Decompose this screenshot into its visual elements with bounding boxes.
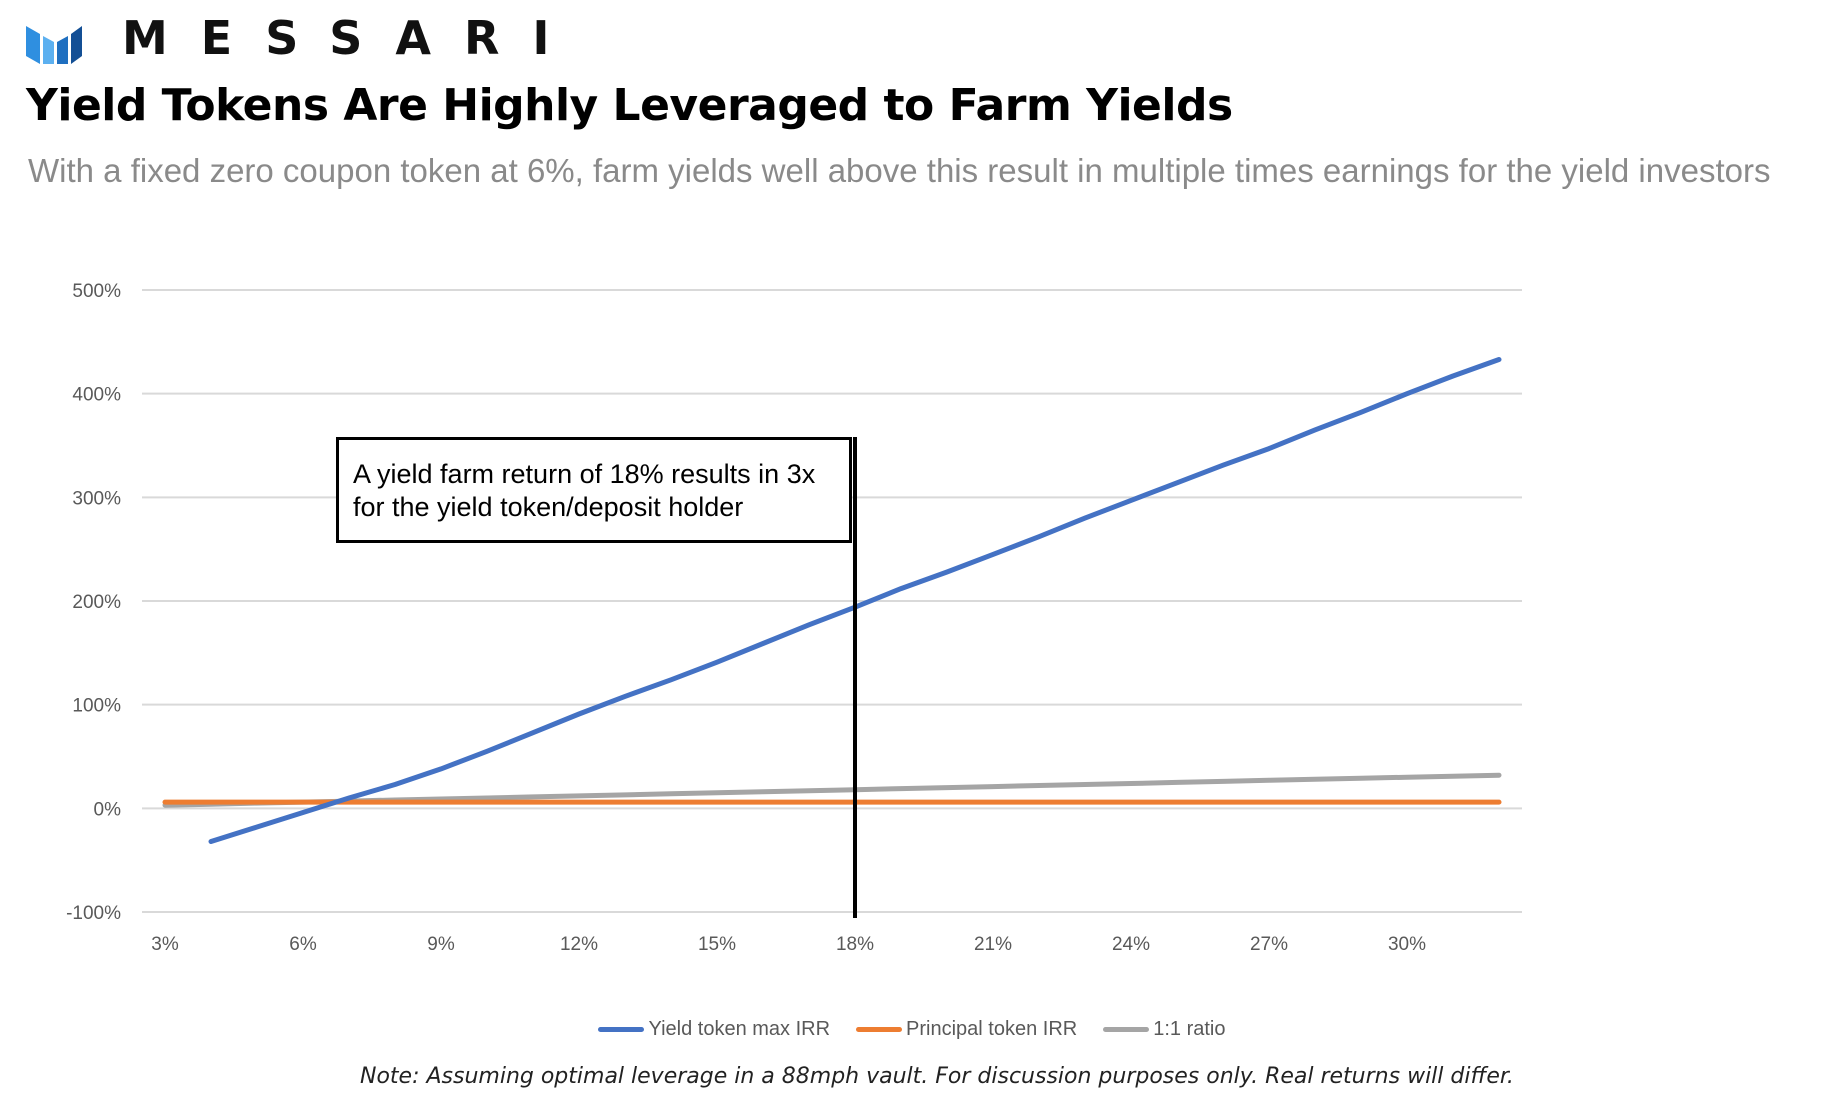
x-tick-label: 24%	[1112, 934, 1150, 955]
y-tick-label: 200%	[72, 592, 121, 613]
line-chart: 500% 400% 300% 200% 100% 0% -100% 3% 6% 9% 12% 15%…	[66, 281, 1522, 955]
annotation-line-1: A yield farm return of 18% results in 3x	[353, 459, 816, 489]
y-tick-label: 100%	[72, 696, 121, 717]
legend-item-yield-token: Yield token max IRR	[598, 1018, 830, 1041]
legend-swatch-ratio	[1103, 1027, 1150, 1032]
legend-item-ratio: 1:1 ratio	[1103, 1018, 1226, 1041]
y-tick-label: 400%	[72, 385, 121, 406]
legend: Yield token max IRR Principal token IRR …	[0, 1018, 1824, 1041]
legend-label-yield-token: Yield token max IRR	[648, 1018, 831, 1040]
x-tick-label: 18%	[836, 934, 874, 955]
x-tick-label: 30%	[1388, 934, 1426, 955]
x-axis-labels: 3% 6% 9% 12% 15% 18% 21% 24% 27% 30%	[151, 934, 1426, 955]
annotation-line-2: for the yield token/deposit holder	[353, 492, 744, 522]
x-tick-label: 9%	[427, 934, 455, 955]
y-tick-label: 500%	[72, 281, 121, 302]
x-tick-label: 27%	[1250, 934, 1288, 955]
logo-wordmark: MESSARI	[122, 11, 583, 65]
chart-title: Yield Tokens Are Highly Leveraged to Far…	[26, 80, 1233, 131]
annotation-box: A yield farm return of 18% results in 3x…	[336, 437, 852, 543]
y-axis-labels: 500% 400% 300% 200% 100% 0% -100%	[66, 281, 121, 924]
legend-swatch-yield-token	[598, 1027, 645, 1032]
messari-logo: MESSARI	[26, 12, 583, 64]
x-tick-label: 12%	[560, 934, 598, 955]
x-tick-label: 6%	[289, 934, 317, 955]
legend-swatch-principal-token	[856, 1027, 903, 1032]
legend-item-principal-token: Principal token IRR	[856, 1018, 1077, 1041]
x-tick-label: 3%	[151, 934, 179, 955]
gridlines	[142, 289, 1522, 913]
messari-logo-icon	[26, 26, 82, 64]
chart-subtitle: With a fixed zero coupon token at 6%, fa…	[28, 152, 1771, 189]
legend-label-principal-token: Principal token IRR	[906, 1018, 1078, 1040]
x-tick-label: 15%	[698, 934, 736, 955]
y-tick-label: 300%	[72, 488, 121, 509]
footnote: Note: Assuming optimal leverage in a 88m…	[360, 1064, 1514, 1089]
x-tick-label: 21%	[974, 934, 1012, 955]
y-tick-label: -100%	[66, 903, 121, 924]
y-tick-label: 0%	[94, 799, 122, 820]
legend-label-ratio: 1:1 ratio	[1153, 1018, 1226, 1040]
